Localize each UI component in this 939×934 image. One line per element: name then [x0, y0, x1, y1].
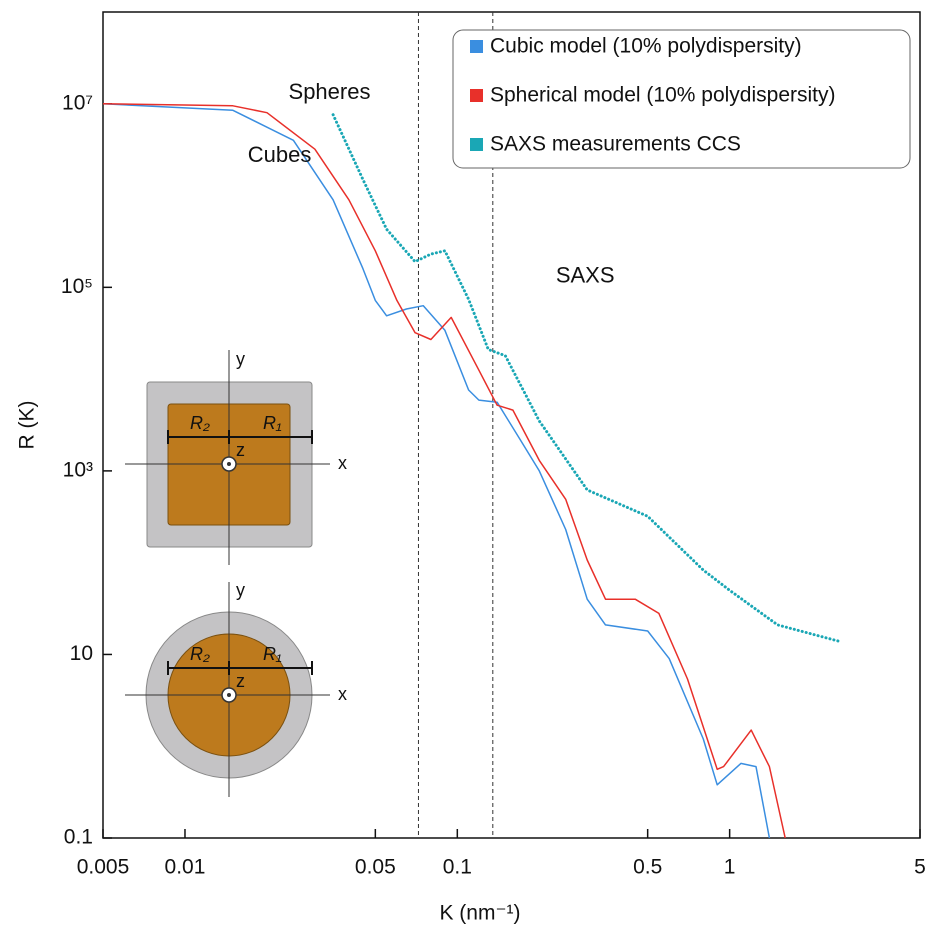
legend-swatch — [470, 40, 483, 53]
z-dot — [227, 462, 231, 466]
x-tick-label: 0.5 — [633, 856, 662, 879]
x-tick-label: 1 — [724, 856, 736, 879]
inset-label: y — [236, 349, 245, 369]
data-line — [102, 103, 771, 839]
inset-label: x — [338, 684, 347, 704]
x-tick-label: 5 — [914, 856, 926, 879]
y-axis-label: R (K) — [16, 401, 39, 450]
legend-label: SAXS measurements CCS — [490, 133, 741, 156]
z-dot — [227, 693, 231, 697]
y-tick-label: 10 — [70, 642, 93, 665]
y-tick-label: 10⁷ — [62, 91, 93, 114]
inset-label: R₂ — [190, 413, 210, 433]
x-axis-label: K (nm⁻¹) — [439, 902, 520, 925]
inset-label: R₁ — [263, 413, 282, 433]
sphere-inset: y x z R₂ R₁ — [125, 580, 347, 797]
insets: y x z R₂ R₁ y x z R₂ R₁ — [125, 349, 347, 797]
inset-label: y — [236, 580, 245, 600]
cube-inset: y x z R₂ R₁ — [125, 349, 347, 565]
legend-box — [452, 29, 911, 169]
y-tick-label: 0.1 — [64, 826, 93, 849]
data-line — [102, 103, 786, 839]
data-line — [331, 113, 840, 643]
x-tick-label: 0.01 — [165, 856, 206, 879]
annotation: Cubes — [248, 142, 312, 167]
y-tick-label: 10³ — [63, 458, 93, 481]
legend-label: Cubic model (10% polydispersity) — [490, 35, 802, 58]
inset-label: x — [338, 453, 347, 473]
inset-label: R₂ — [190, 644, 210, 664]
x-tick-label: 0.05 — [355, 856, 396, 879]
legend-swatch — [470, 138, 483, 151]
inset-label: z — [236, 671, 245, 691]
inset-label: z — [236, 440, 245, 460]
legend-swatch — [470, 89, 483, 102]
annotation: SAXS — [556, 263, 615, 288]
y-tick-label: 10⁵ — [61, 275, 93, 298]
x-tick-label: 0.1 — [443, 856, 472, 879]
inset-label: R₁ — [263, 644, 282, 664]
legend-label: Spherical model (10% polydispersity) — [490, 84, 836, 107]
x-tick-label: 0.005 — [77, 856, 130, 879]
annotation: Spheres — [289, 79, 371, 104]
plot-frame — [102, 11, 921, 839]
